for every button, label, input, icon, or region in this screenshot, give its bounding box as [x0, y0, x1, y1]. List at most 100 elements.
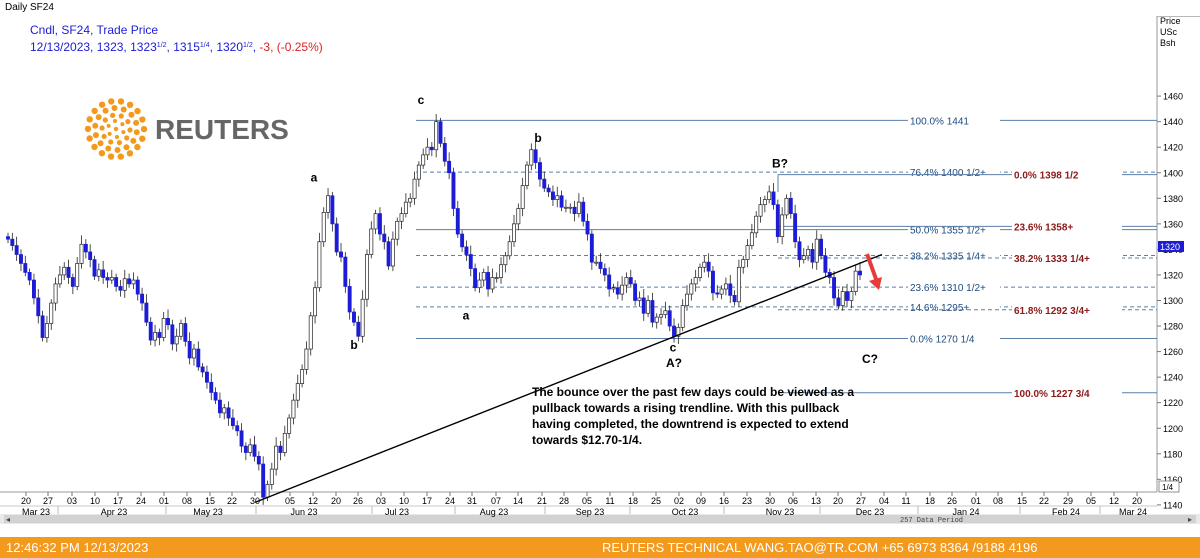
fib-label-right: 38.2% 1333 1/4+ — [1014, 254, 1090, 265]
candle-body — [676, 326, 681, 337]
candle-body — [650, 300, 655, 323]
fib-label-left: 38.2% 1335 1/4+ — [910, 251, 986, 262]
candle-body — [92, 259, 97, 277]
logo-dot — [128, 111, 135, 118]
logo-dot — [120, 122, 125, 127]
logo-dot — [126, 101, 134, 109]
candle-body — [365, 254, 369, 300]
y-tick-label: 1420 — [1163, 143, 1183, 153]
candle-body — [486, 272, 491, 290]
scroll-left-icon[interactable]: ◂ — [6, 515, 10, 524]
logo-dot — [113, 119, 118, 124]
y-unit-bsh: Bsh — [1160, 38, 1176, 48]
price-chart[interactable]: 257 Data Period ◂ ▸ Price USc Bsh 114011… — [0, 16, 1200, 537]
reuters-dots-icon — [84, 98, 148, 160]
candle-body — [823, 255, 828, 273]
x-tick-label: 26 — [947, 496, 957, 506]
candle-body — [711, 270, 715, 294]
candle-body — [680, 305, 685, 328]
candle-body — [438, 121, 443, 144]
x-tick-label: 27 — [856, 496, 866, 506]
candle-body — [386, 241, 391, 267]
candle-body — [728, 283, 733, 296]
x-axis-ticks: 20 27 03 10 17 24 01 08 15 22 30 05 12 20 26 03 10 17 24 31… — [21, 492, 1147, 517]
candle-body — [503, 255, 508, 266]
candle-body — [377, 213, 382, 235]
candle-body — [853, 270, 858, 292]
x-tick-label: 05 — [1086, 496, 1096, 506]
rising-trendline — [254, 253, 883, 503]
logo-dot — [121, 130, 126, 135]
candle-body — [192, 348, 196, 359]
candle-body — [481, 272, 486, 281]
candle-body — [403, 201, 408, 214]
logo-dot — [114, 134, 119, 139]
candle-body — [607, 274, 612, 290]
candle-body — [118, 286, 123, 291]
logo-dot — [86, 135, 93, 142]
x-month-label: Jan 24 — [952, 507, 979, 517]
x-month-label: Dec 23 — [856, 507, 885, 517]
candle-body — [624, 277, 629, 286]
fibonacci-levels: 100.0% 1441 76.4% 1400 1/2+ 50.0% 1355 1/2… — [416, 114, 1157, 400]
fib-label-right: 61.8% 1292 3/4+ — [1014, 306, 1090, 317]
candle-body — [836, 297, 841, 306]
scroll-thumb[interactable] — [4, 515, 1196, 523]
candle-body — [408, 197, 413, 203]
candle-body — [282, 433, 287, 453]
scale-box[interactable] — [1158, 480, 1180, 493]
x-month-label: Feb 24 — [1052, 507, 1080, 517]
fib-label-right: 100.0% 1227 3/4 — [1014, 389, 1090, 400]
candle-body — [806, 249, 811, 257]
scroll-right-icon[interactable]: ▸ — [1188, 515, 1192, 524]
scale-label: 1/4 — [1162, 483, 1174, 492]
data-period-label: 257 Data Period — [900, 517, 963, 525]
fib-label-bg — [1012, 168, 1122, 181]
wave-label: a — [311, 171, 318, 185]
candle-body — [44, 323, 49, 338]
x-tick-label: 16 — [719, 496, 729, 506]
candle-body — [598, 261, 603, 269]
candle-body — [706, 261, 711, 272]
candle-body — [57, 274, 62, 285]
candle-body — [326, 195, 330, 213]
candle-body — [252, 444, 257, 457]
candle-body — [101, 269, 106, 278]
logo-dot — [133, 119, 140, 126]
logo-dot — [116, 139, 122, 146]
candle-body — [425, 146, 430, 156]
x-tick-label: 15 — [1017, 496, 1027, 506]
candle-body — [243, 445, 248, 453]
candle-body — [19, 254, 23, 264]
candle-body — [689, 283, 694, 295]
candle-body — [788, 197, 793, 214]
logo-dot — [107, 131, 112, 136]
candle-body — [373, 213, 378, 230]
logo-dot — [91, 107, 98, 115]
wave-label: b — [350, 338, 357, 352]
candle-body — [31, 279, 36, 299]
y-tick-label: 1140 — [1163, 500, 1182, 510]
candle-body — [559, 195, 564, 208]
y-tick-label: 1280 — [1163, 322, 1183, 332]
candle-body — [507, 241, 512, 257]
x-tick-label: 11 — [605, 496, 614, 506]
x-tick-label: 09 — [696, 496, 706, 506]
candle-body — [568, 206, 573, 209]
x-tick-label: 08 — [993, 496, 1003, 506]
candle-body — [784, 197, 789, 216]
candle-body — [741, 259, 746, 268]
candle-body — [239, 430, 244, 447]
legend-title: Cndl, SF24, Trade Price — [30, 23, 158, 37]
x-tick-label: 29 — [1063, 496, 1073, 506]
candle-body — [153, 332, 157, 341]
candle-body — [14, 245, 19, 255]
fib-label-bg — [908, 114, 1000, 127]
logo-dot — [110, 112, 116, 119]
candle-body — [775, 204, 780, 237]
y-tick-label: 1180 — [1163, 449, 1182, 459]
logo-dot — [91, 143, 98, 151]
candle-body — [512, 223, 516, 243]
fib-label-left: 23.6% 1310 1/2+ — [910, 283, 986, 294]
